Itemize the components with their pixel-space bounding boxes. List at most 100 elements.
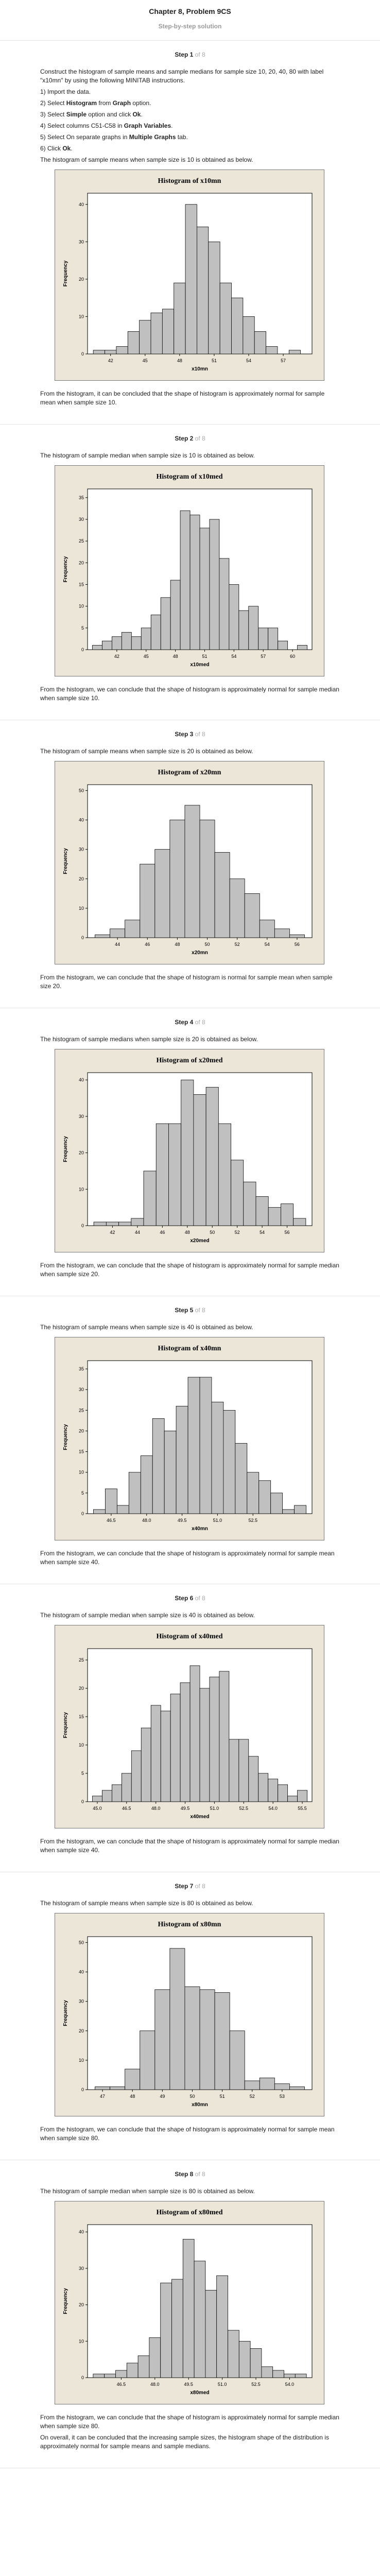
bar xyxy=(229,878,245,938)
y-tick-label: 25 xyxy=(79,1408,84,1413)
paragraph: 4) Select columns C51-C58 in Graph Varia… xyxy=(40,122,340,130)
y-axis-label: Frequency xyxy=(63,260,68,286)
bar xyxy=(288,350,301,354)
bar xyxy=(297,1790,307,1802)
y-tick-label: 15 xyxy=(79,1449,84,1454)
bar xyxy=(116,346,128,354)
paragraph: From the histogram, we can conclude that… xyxy=(40,2125,340,2143)
bar xyxy=(111,1784,122,1802)
y-axis-label: Frequency xyxy=(63,1136,68,1162)
paragraph: The histogram of sample means when sampl… xyxy=(40,747,340,756)
bar xyxy=(274,2083,290,2090)
bar xyxy=(231,297,244,354)
y-tick-label: 30 xyxy=(79,847,84,852)
bar xyxy=(140,1455,153,1514)
paragraph: The histogram of sample means when sampl… xyxy=(40,156,340,164)
step-label: Step 1 of 8 xyxy=(40,51,340,58)
bar xyxy=(160,2282,172,2378)
x-tick-label: 46.5 xyxy=(107,1518,116,1523)
paragraph: 6) Click Ok. xyxy=(40,144,340,153)
bar xyxy=(104,2374,116,2378)
text: . xyxy=(71,145,73,152)
y-tick-label: 0 xyxy=(81,647,84,652)
x-tick-label: 46.5 xyxy=(117,2382,126,2387)
x-tick-label: 44 xyxy=(135,1230,140,1235)
y-tick-label: 5 xyxy=(81,1490,84,1496)
bar xyxy=(218,1123,231,1226)
histogram-chart: Histogram of x40med 0 5 10 15 20 25 45.0 46.5 48.… xyxy=(55,1625,324,1828)
text: The histogram of sample means when sampl… xyxy=(40,1324,253,1331)
bar xyxy=(143,1171,157,1226)
y-axis-label: Frequency xyxy=(63,1712,68,1738)
bar xyxy=(247,1472,260,1514)
bar xyxy=(140,863,156,938)
x-tick-label: 48 xyxy=(177,358,182,363)
paragraph: The histogram of sample means when sampl… xyxy=(40,1323,340,1332)
y-tick-label: 25 xyxy=(79,538,84,544)
bar xyxy=(169,1948,185,2090)
bar xyxy=(150,312,163,354)
step-number: Step 5 xyxy=(175,1307,194,1314)
bold-text: Graph Variables xyxy=(124,122,171,129)
step-number: Step 1 xyxy=(175,51,194,58)
bar xyxy=(199,528,210,650)
bar xyxy=(106,1222,119,1226)
x-tick-label: 47 xyxy=(100,2094,105,2099)
bar xyxy=(216,2275,228,2378)
y-tick-label: 35 xyxy=(79,1366,84,1371)
subtitle: Step-by-step solution xyxy=(158,23,222,30)
bar xyxy=(160,1710,171,1802)
paragraph: The histogram of sample median when samp… xyxy=(40,2187,340,2196)
bar xyxy=(248,1756,259,1802)
x-axis-label: x10med xyxy=(190,662,209,668)
x-tick-label: 49.5 xyxy=(184,2382,193,2387)
bar xyxy=(154,1989,170,2090)
bar xyxy=(268,1778,279,1802)
step-number: Step 8 xyxy=(175,2171,194,2178)
step-label: Step 5 of 8 xyxy=(40,1307,340,1314)
bar xyxy=(105,350,117,354)
y-tick-label: 30 xyxy=(79,1999,84,2004)
y-tick-label: 30 xyxy=(79,1114,84,1119)
step-label: Step 6 of 8 xyxy=(40,1595,340,1602)
x-axis-label: x80med xyxy=(190,2390,209,2396)
x-tick-label: 50 xyxy=(205,942,210,947)
bar xyxy=(139,320,151,354)
step-total: of 8 xyxy=(195,731,205,738)
x-tick-label: 54.0 xyxy=(268,1806,278,1811)
text: The histogram of sample median when samp… xyxy=(40,452,255,459)
chart-title: Histogram of x40med xyxy=(156,1633,222,1640)
bar xyxy=(180,510,191,650)
figure: Histogram of x10mn 0 10 20 30 40 42 45 48 51 54 57 x… xyxy=(55,170,340,383)
bar xyxy=(243,316,255,354)
x-tick-label: 42 xyxy=(108,358,113,363)
x-tick-label: 52 xyxy=(250,2094,255,2099)
x-tick-label: 55.5 xyxy=(298,1806,307,1811)
y-tick-label: 5 xyxy=(81,625,84,631)
bar xyxy=(235,1443,248,1514)
bar xyxy=(268,1207,281,1226)
step-label: Step 4 of 8 xyxy=(40,1019,340,1026)
histogram-chart: Histogram of x10mn 0 10 20 30 40 42 45 48 51 54 57 x… xyxy=(55,170,324,381)
y-tick-label: 50 xyxy=(79,1940,84,1945)
bar xyxy=(170,580,181,650)
bar xyxy=(268,628,279,650)
y-tick-label: 20 xyxy=(79,2028,84,2033)
y-tick-label: 10 xyxy=(79,1470,84,1475)
bar xyxy=(293,1218,306,1226)
paragraph: From the histogram, it can be concluded … xyxy=(40,389,340,407)
bold-text: Ok xyxy=(62,145,71,152)
text: The histogram of sample median when samp… xyxy=(40,2188,255,2195)
bar xyxy=(272,2370,284,2378)
text: 3) Select xyxy=(40,111,66,118)
bar xyxy=(164,1431,177,1514)
x-tick-label: 52.5 xyxy=(248,1518,257,1523)
text: 5) Select On separate graphs in xyxy=(40,133,129,141)
text: 2) Select xyxy=(40,99,66,107)
bar xyxy=(160,597,171,650)
bar xyxy=(110,2086,126,2090)
bar xyxy=(121,1773,132,1802)
x-axis-label: x80mn xyxy=(192,2102,208,2108)
bar xyxy=(295,2374,307,2378)
paragraph: The histogram of sample medians when sam… xyxy=(40,1035,340,1044)
